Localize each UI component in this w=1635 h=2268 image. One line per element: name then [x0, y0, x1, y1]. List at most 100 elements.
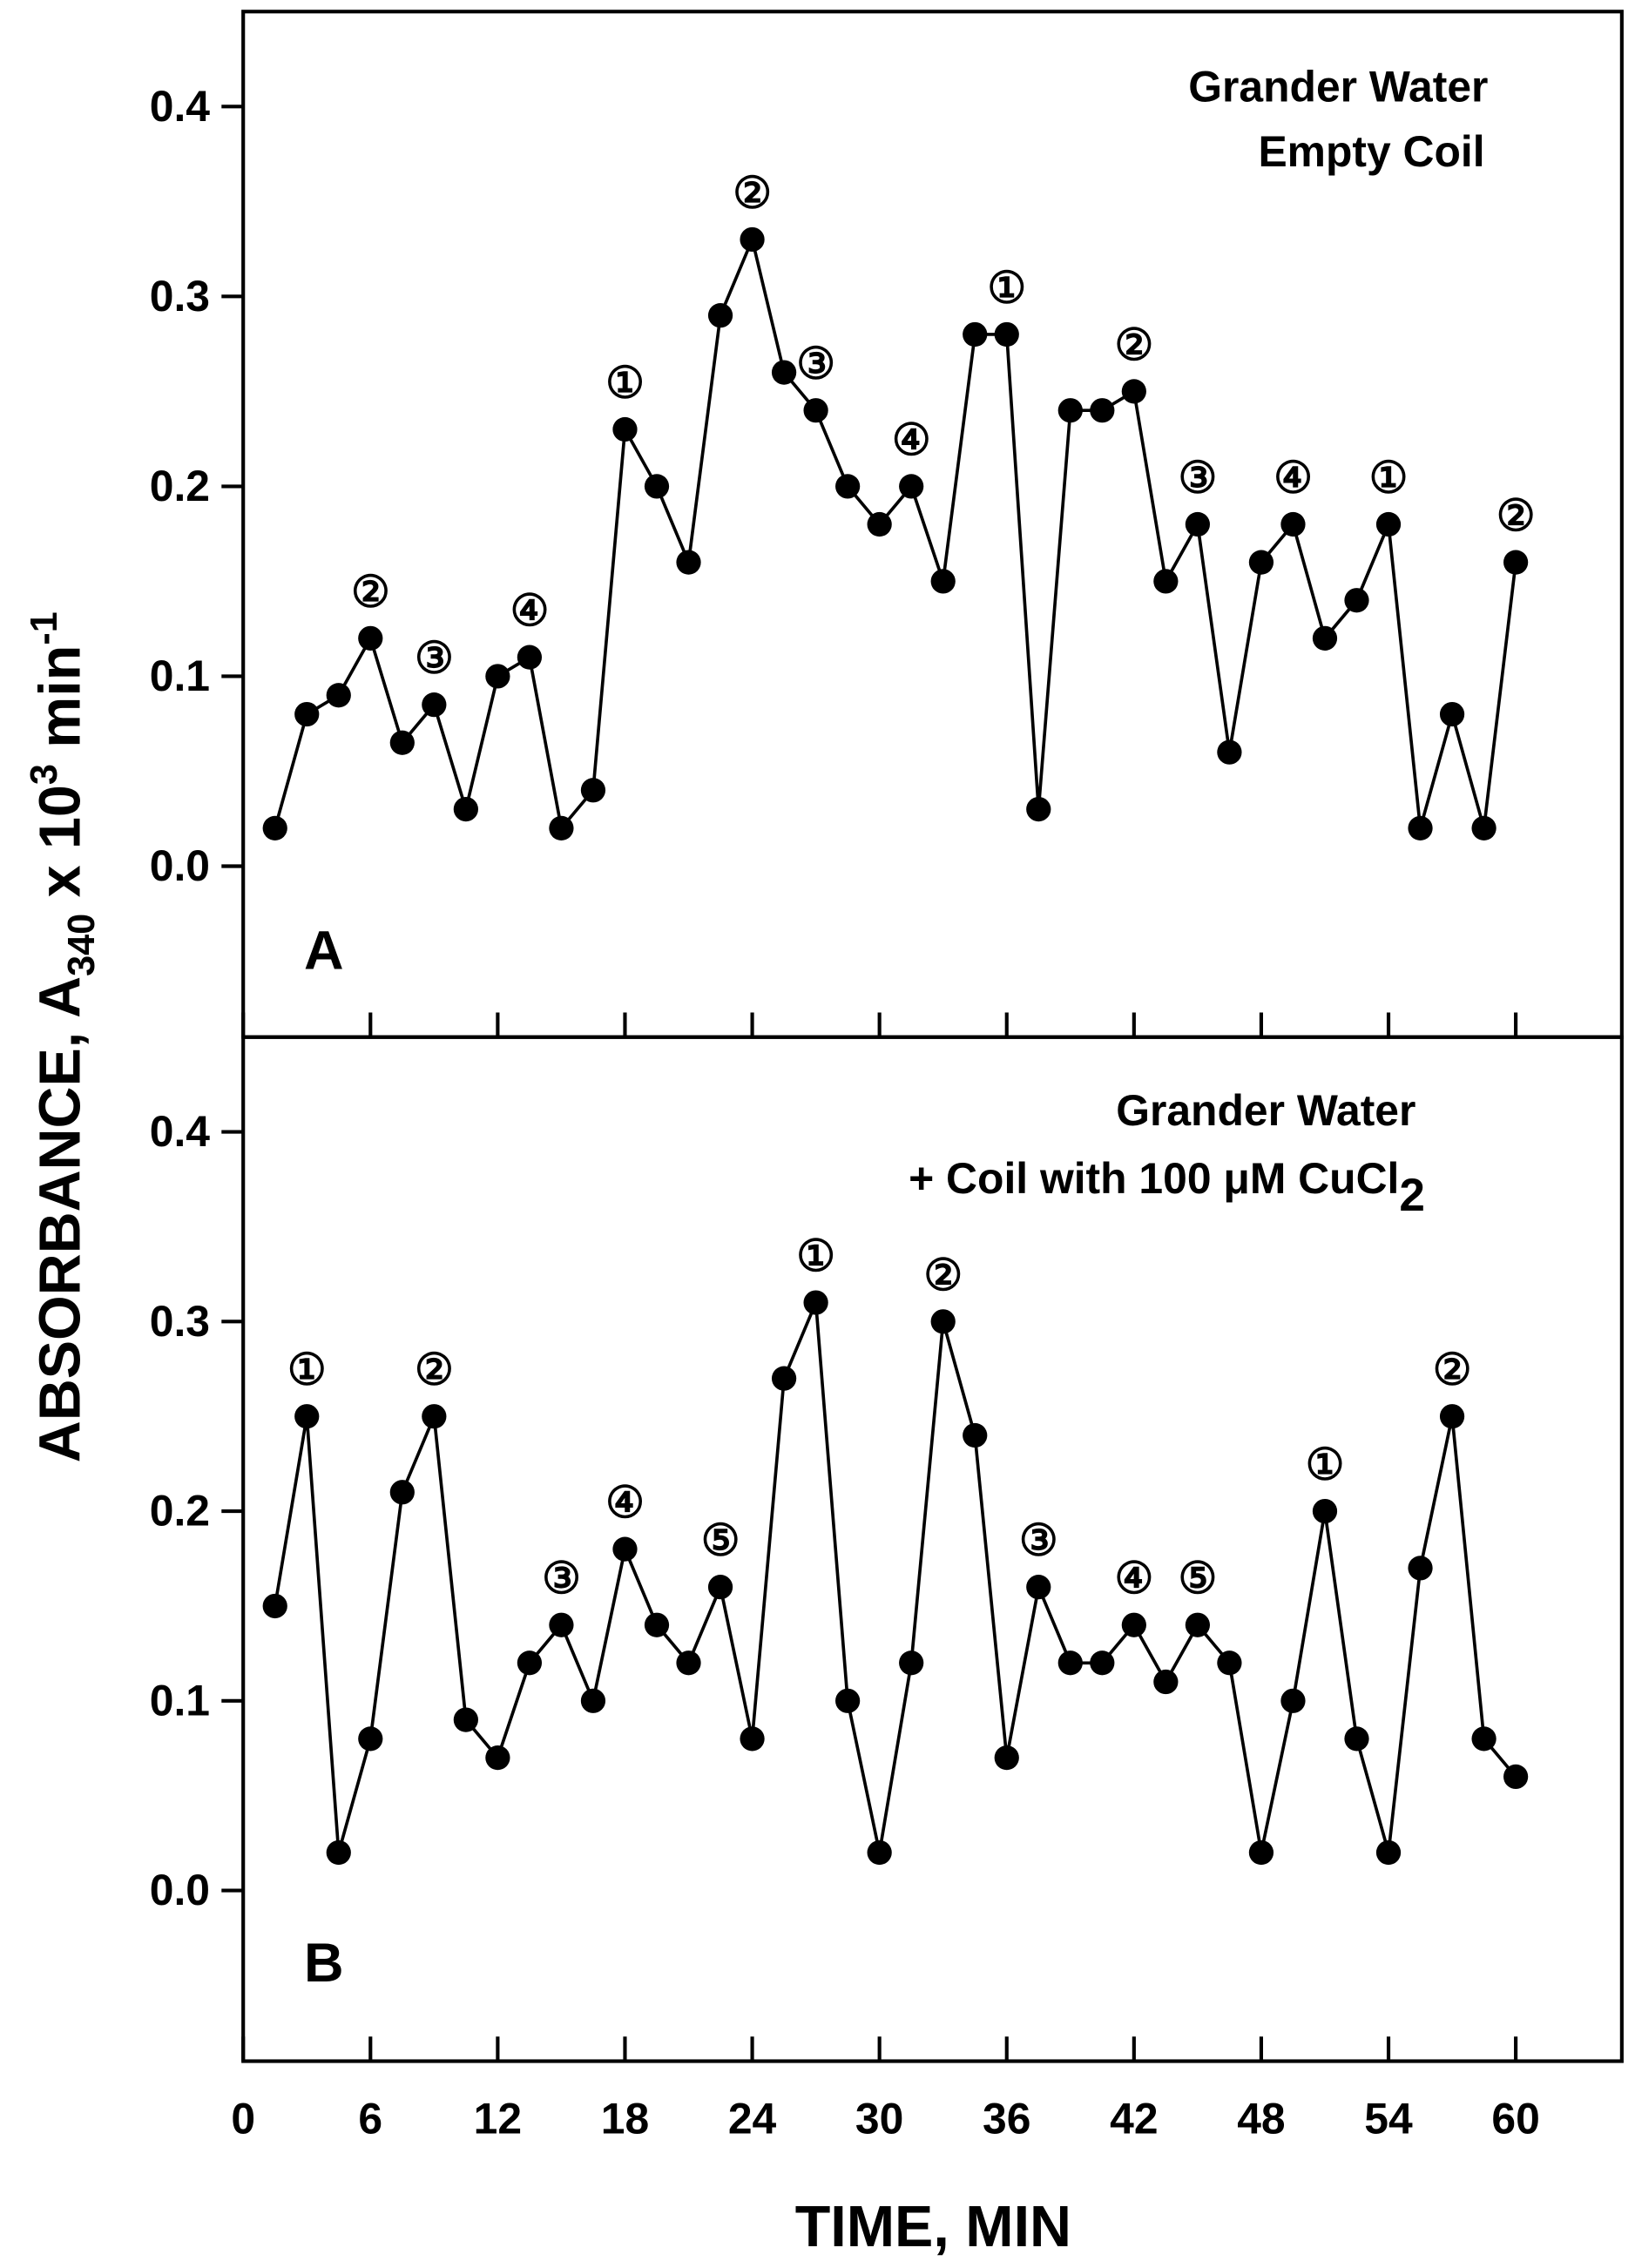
data-point: [1185, 1612, 1211, 1637]
x-tick-label: 0: [231, 2095, 255, 2143]
x-tick-label: 54: [1364, 2095, 1413, 2143]
point-annotation: ④: [510, 586, 550, 635]
data-point: [1375, 1839, 1402, 1866]
x-tick-label: 24: [728, 2095, 777, 2143]
x-tick-label: 42: [1110, 2095, 1158, 2143]
panel-label: B: [304, 1933, 344, 1994]
x-tick-label: 18: [601, 2095, 649, 2143]
data-point: [1344, 588, 1369, 613]
x-tick-label: 60: [1491, 2095, 1539, 2143]
series-line: [273, 234, 1517, 833]
data-point: [1312, 625, 1338, 651]
x-tick-label: 48: [1237, 2095, 1285, 2143]
data-point: [1280, 511, 1306, 537]
point-annotation: ④: [605, 1478, 645, 1527]
data-point: [1248, 1839, 1274, 1866]
data-point: [453, 796, 478, 822]
point-annotation: ③: [415, 634, 454, 683]
data-point: [1375, 511, 1402, 537]
data-point: [422, 692, 447, 718]
data-point: [1057, 398, 1083, 423]
data-point: [867, 511, 892, 537]
data-point: [294, 701, 320, 727]
data-point: [1503, 1764, 1529, 1790]
data-point: [1217, 1650, 1242, 1676]
data-point: [1153, 569, 1179, 594]
panel-label: A: [304, 921, 344, 982]
data-point: [1471, 1726, 1496, 1752]
data-point: [262, 1593, 287, 1619]
point-annotation: ②: [415, 1346, 454, 1394]
data-point: [1090, 1650, 1115, 1676]
point-annotation: ①: [987, 263, 1026, 312]
panel-b: 0 6 12 18 24 30 36 42 48 54 600.00.10.20.30.4① ②③④⑤…: [150, 1035, 1624, 2143]
data-point: [803, 1290, 828, 1315]
data-point: [1344, 1726, 1369, 1752]
data-point: [899, 1650, 924, 1676]
data-point: [963, 1422, 988, 1448]
point-annotation: ②: [351, 567, 390, 616]
data-point: [963, 321, 988, 348]
data-point: [676, 1650, 701, 1676]
data-point: [549, 1612, 574, 1637]
data-point: [294, 1404, 320, 1429]
data-point: [740, 1726, 765, 1752]
data-point: [1121, 1612, 1146, 1637]
data-point: [1503, 550, 1529, 575]
data-point: [707, 1575, 733, 1600]
point-annotation: ③: [796, 340, 835, 388]
data-point: [1312, 1498, 1338, 1524]
point-annotation: ②: [1496, 491, 1536, 540]
data-point: [1471, 815, 1496, 840]
data-point: [994, 1745, 1019, 1771]
y-tick-label: 0.3: [150, 272, 210, 321]
point-annotation: ①: [1306, 1441, 1345, 1489]
panel-title-line2: Empty Coil: [1258, 127, 1484, 176]
data-point: [899, 474, 924, 499]
data-point: [644, 474, 670, 499]
y-tick-label: 0.4: [150, 82, 211, 131]
data-point: [580, 778, 606, 803]
y-tick-label: 0.0: [150, 841, 210, 890]
panel-title-line1: Grander Water: [1188, 62, 1488, 111]
plot-frame: [241, 1035, 1624, 2063]
y-tick-label: 0.1: [150, 1676, 210, 1725]
point-annotation: ③: [542, 1554, 581, 1603]
y-tick-label: 0.2: [150, 1487, 210, 1536]
data-point: [1090, 398, 1115, 423]
data-point: [549, 815, 574, 840]
data-point: [1153, 1669, 1179, 1695]
data-point: [1185, 511, 1211, 537]
data-point: [1248, 550, 1274, 575]
data-point: [422, 1404, 447, 1429]
x-tick-label: 36: [983, 2095, 1030, 2143]
point-annotation: ②: [733, 168, 772, 217]
y-axis-label: ABSORBANCE, A340 x 103 min-1: [24, 611, 103, 1462]
point-annotation: ⑤: [1179, 1554, 1218, 1603]
data-point: [930, 1309, 956, 1334]
data-point: [453, 1707, 478, 1732]
data-point: [1439, 701, 1465, 727]
data-point: [835, 474, 861, 499]
x-tick-label: 12: [474, 2095, 522, 2143]
point-annotation: ①: [1369, 453, 1409, 502]
data-point: [1408, 815, 1433, 840]
y-tick-label: 0.2: [150, 462, 210, 510]
data-point: [1280, 1688, 1306, 1713]
data-point: [803, 398, 828, 423]
x-axis-label: TIME, MIN: [795, 2195, 1071, 2259]
data-point: [580, 1688, 606, 1713]
point-annotation: ③: [1019, 1516, 1058, 1565]
panel-title-subscript: 2: [1399, 1170, 1425, 1221]
point-annotation: ④: [1115, 1554, 1154, 1603]
point-annotation: ⑤: [701, 1516, 740, 1565]
data-point: [676, 550, 701, 575]
data-point: [835, 1688, 861, 1713]
y-tick-label: 0.1: [150, 651, 210, 700]
data-point: [358, 1726, 383, 1752]
data-point: [326, 683, 351, 708]
data-point: [612, 1536, 638, 1562]
data-point: [1057, 1650, 1083, 1676]
data-point: [1408, 1556, 1433, 1581]
y-tick-label: 0.3: [150, 1297, 210, 1346]
